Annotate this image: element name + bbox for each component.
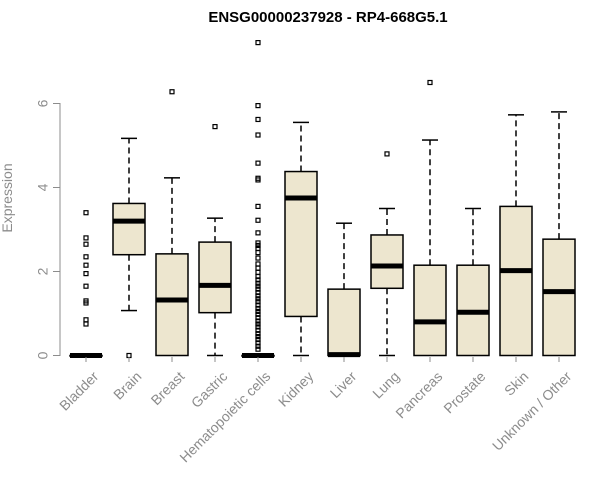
outlier-point <box>255 318 261 324</box>
outlier-point <box>255 334 261 340</box>
outlier-point <box>255 327 261 333</box>
outlier-point <box>255 324 261 330</box>
outlier-point <box>255 321 261 327</box>
category-label: Pancreas <box>392 368 445 421</box>
box-iqr <box>327 288 361 357</box>
outlier-point <box>212 123 218 130</box>
box-group-hematopoietic-cells <box>241 39 275 358</box>
outlier-point <box>83 262 89 268</box>
box-group-brain <box>112 137 146 359</box>
y-tick-label: 2 <box>35 267 51 275</box>
category-label: Kidney <box>275 368 317 410</box>
outlier-point <box>255 230 261 236</box>
box-iqr <box>155 253 189 357</box>
outlier-point <box>255 346 261 352</box>
outlier-point <box>255 286 261 292</box>
outlier-point <box>255 242 261 249</box>
outlier-point <box>126 352 132 359</box>
outlier-point <box>169 89 175 95</box>
outlier-point <box>255 311 261 317</box>
box-iqr <box>370 234 404 290</box>
category-label: Unknown / Other <box>489 368 575 454</box>
outlier-point <box>255 217 261 223</box>
box-group-gastric <box>198 123 232 357</box>
box-group-skin <box>499 114 533 357</box>
outlier-point <box>255 132 261 138</box>
box-iqr <box>198 241 232 314</box>
outlier-point <box>255 250 261 256</box>
box-group-pancreas <box>413 79 447 357</box>
outlier-point <box>83 300 89 306</box>
outlier-point <box>83 210 89 216</box>
outlier-point <box>255 277 261 283</box>
outlier-point <box>83 241 89 247</box>
box-group-bladder <box>69 210 103 358</box>
box-iqr <box>542 238 576 357</box>
outlier-point <box>255 160 261 166</box>
outlier-point <box>255 340 261 346</box>
box-group-unknown-other <box>542 111 576 357</box>
outlier-point <box>255 177 261 183</box>
category-label: Breast <box>148 368 188 408</box>
y-axis-label: Expression <box>0 163 15 232</box>
outlier-point <box>255 336 261 343</box>
outlier-point <box>255 293 261 299</box>
box-iqr <box>413 264 447 357</box>
box-group-breast <box>155 89 189 357</box>
outlier-point <box>255 102 261 109</box>
outlier-point <box>384 151 390 157</box>
y-tick-label: 4 <box>35 183 51 191</box>
outlier-point <box>255 261 261 267</box>
box-group-lung <box>370 151 404 357</box>
category-label: Prostate <box>440 368 488 416</box>
outlier-point <box>255 116 261 123</box>
outlier-point <box>83 271 89 277</box>
outlier-point <box>255 283 261 289</box>
outlier-point <box>255 255 261 261</box>
outlier-point <box>255 299 261 305</box>
outlier-point <box>255 296 261 302</box>
box-group-prostate <box>456 207 490 357</box>
outlier-point <box>427 79 433 86</box>
y-tick-label: 6 <box>35 99 51 107</box>
outlier-point <box>255 343 261 349</box>
outlier-point <box>83 317 89 323</box>
outlier-point <box>255 280 261 286</box>
outlier-point <box>83 283 89 289</box>
outlier-point <box>255 315 261 321</box>
box-iqr <box>284 170 318 318</box>
category-label: Liver <box>327 368 360 401</box>
outlier-point <box>255 308 261 314</box>
category-label: Bladder <box>56 368 102 414</box>
outlier-point <box>255 273 261 280</box>
outlier-point <box>83 254 89 260</box>
y-axis-ticks: 0 2 4 6 <box>35 99 60 359</box>
outlier-point <box>255 289 261 296</box>
outlier-point <box>255 269 261 275</box>
category-label: Skin <box>501 368 532 399</box>
outlier-point <box>255 39 261 46</box>
category-label: Lung <box>369 368 402 401</box>
y-tick-label: 0 <box>35 351 51 359</box>
outlier-point <box>255 305 261 312</box>
boxes-layer <box>69 39 576 359</box>
outlier-point <box>83 321 89 327</box>
outlier-point <box>255 203 261 209</box>
box-group-liver <box>327 222 361 358</box>
category-label: Gastric <box>188 368 231 411</box>
chart-title: ENSG00000237928 - RP4-668G5.1 <box>208 9 447 26</box>
box-iqr <box>112 202 146 256</box>
box-iqr <box>499 205 533 357</box>
box-group-kidney <box>284 121 318 357</box>
outlier-point <box>255 265 261 271</box>
category-label: Brain <box>110 368 144 402</box>
outlier-point <box>255 331 261 337</box>
outlier-point <box>83 235 89 241</box>
outlier-point <box>255 302 261 308</box>
